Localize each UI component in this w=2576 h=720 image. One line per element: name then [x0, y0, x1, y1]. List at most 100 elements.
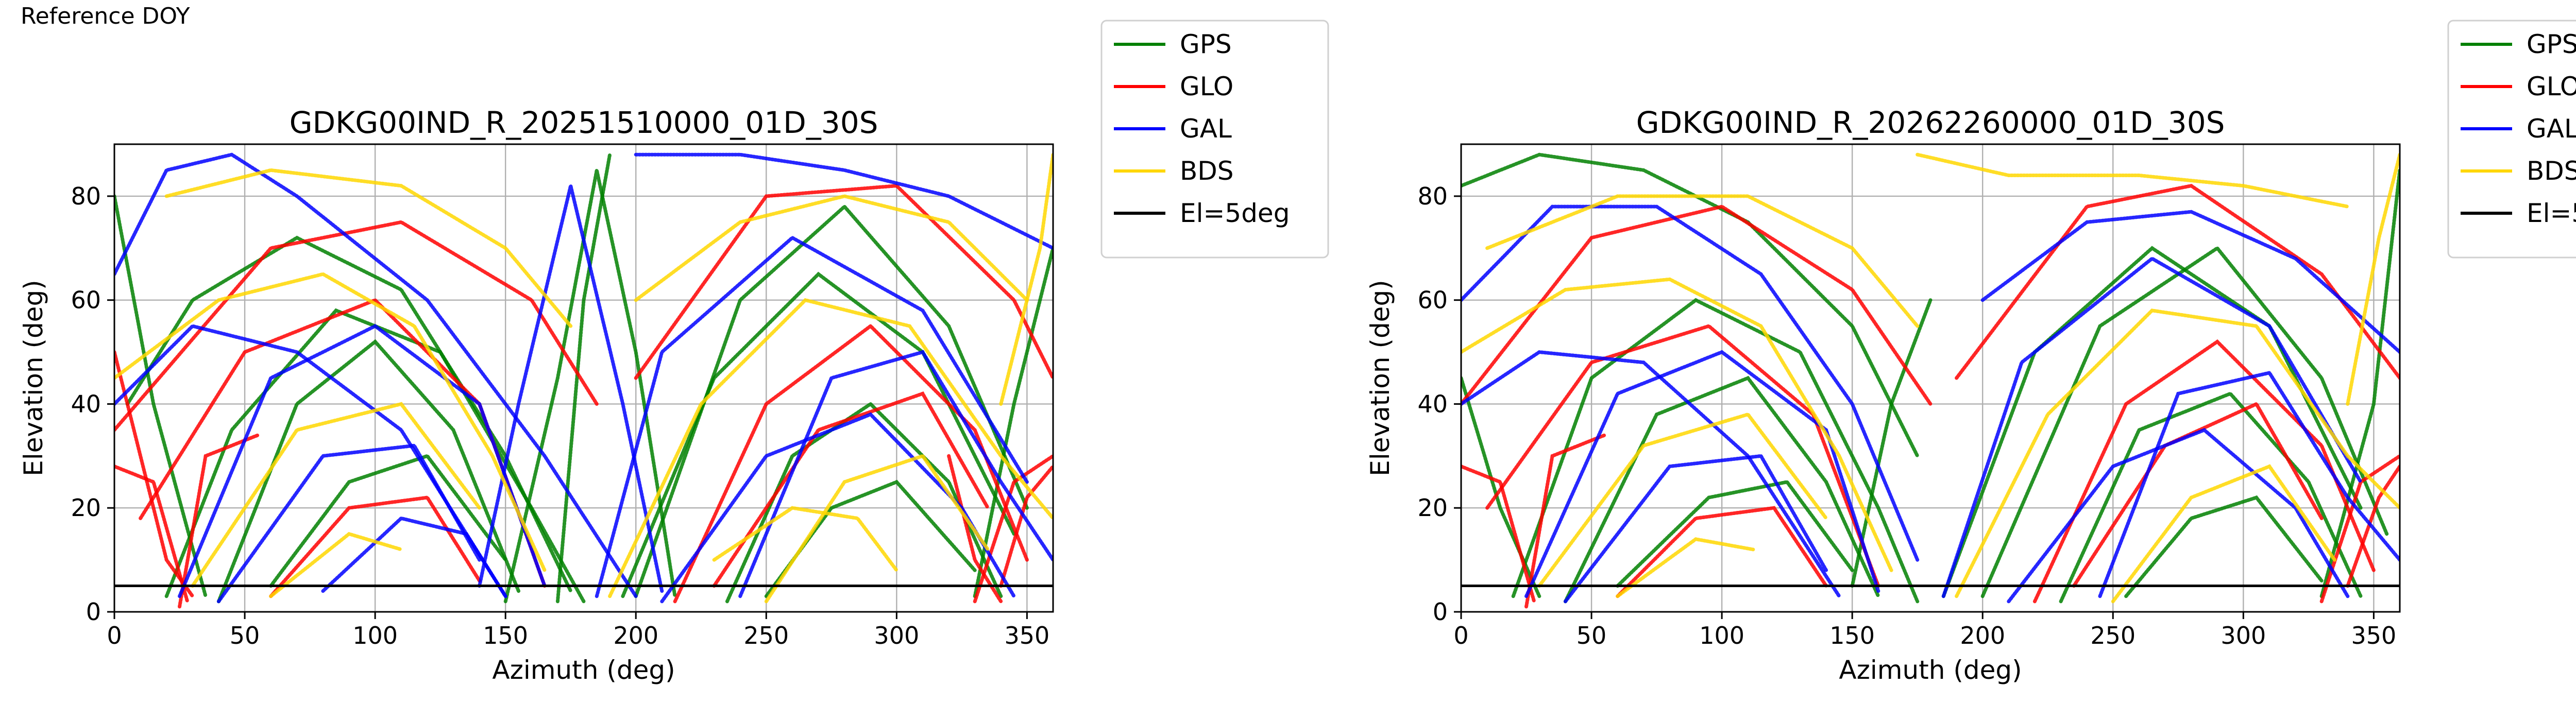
satellite-track [269, 454, 507, 588]
grid-lines [1460, 144, 2400, 613]
legend-label: GLO [1180, 72, 1233, 101]
satellite-track [1461, 204, 1933, 406]
series-gal [114, 152, 1053, 604]
satellite-track [973, 246, 1053, 598]
satellite-track [1916, 152, 2350, 209]
y-axis-label: Elevation (deg) [1365, 280, 1395, 476]
satellite-track [555, 152, 612, 604]
satellite-track [2059, 391, 2363, 604]
satellite-track [269, 495, 482, 598]
x-tick-label: 50 [230, 622, 260, 649]
satellite-track [1485, 194, 1920, 328]
legend-label: GPS [1180, 29, 1232, 59]
legend-label: El=5deg [1180, 198, 1290, 228]
x-tick-label: 150 [1829, 622, 1875, 649]
x-tick-label: 100 [352, 622, 398, 649]
legend-label: GPS [2527, 29, 2576, 59]
satellite-track [2346, 152, 2400, 406]
satellite-track [1461, 350, 1841, 598]
y-tick-label: 80 [71, 182, 101, 210]
legend-label: GLO [2527, 72, 2576, 101]
satellite-track [478, 185, 664, 593]
x-tick-label: 200 [1960, 622, 2005, 649]
series-gps [1461, 152, 2400, 604]
satellite-track [1524, 433, 1606, 609]
satellite-track [999, 465, 1053, 588]
satellite-track [178, 433, 260, 609]
y-tick-label: 40 [1417, 390, 1448, 418]
x-axis-label: Azimuth (deg) [1839, 655, 2022, 685]
legend-label: GAL [1180, 114, 1232, 144]
satellite-track [2111, 464, 2336, 604]
satellite-track [608, 298, 1053, 598]
series-gps [114, 152, 1053, 604]
series-bds [114, 152, 1053, 604]
satellite-track [712, 506, 899, 572]
satellite-track [673, 323, 1029, 604]
satellite-track [2072, 401, 2324, 588]
y-tick-label: 0 [1433, 598, 1448, 626]
satellite-track [216, 339, 520, 604]
x-tick-label: 250 [2090, 622, 2136, 649]
y-tick-label: 20 [71, 494, 101, 522]
x-tick-label: 350 [2351, 622, 2396, 649]
y-tick-label: 0 [86, 598, 101, 626]
satellite-track [1850, 298, 1933, 588]
satellite-track [1980, 210, 2400, 354]
satellite-track [738, 350, 1053, 598]
legend-label: BDS [2527, 156, 2576, 186]
x-tick-label: 0 [1453, 622, 1468, 649]
satellite-track [634, 194, 1029, 302]
series-glo [1461, 183, 2400, 609]
satellite-track [595, 235, 1029, 598]
satellite-track [2007, 427, 2350, 604]
satellite-track [269, 532, 403, 598]
satellite-track [2124, 495, 2324, 598]
satellite-track [1941, 256, 2363, 598]
satellite-track [621, 271, 1016, 598]
satellite-track [178, 324, 547, 598]
x-tick-label: 350 [1004, 622, 1049, 649]
series-bds [1461, 152, 2400, 604]
x-tick-label: 0 [107, 622, 122, 649]
satellite-track [712, 391, 990, 588]
chart-title: GDKG00IND_R_20262260000_01D_30S [1636, 105, 2225, 140]
plot-frame [1460, 143, 2401, 613]
y-tick-label: 80 [1417, 182, 1448, 210]
satellite-track [164, 308, 586, 604]
series-glo [114, 184, 1053, 609]
x-tick-label: 200 [613, 622, 658, 649]
satellite-track [1955, 308, 2400, 598]
satellite-track [764, 479, 977, 598]
satellite-track [1461, 376, 1541, 598]
satellite-track [191, 402, 482, 588]
legend-label: BDS [1180, 156, 1234, 186]
data-layer [114, 152, 1053, 609]
satellite-track [114, 272, 547, 572]
satellite-track [2098, 370, 2400, 598]
x-tick-label: 250 [743, 622, 789, 649]
satellite-track [1461, 465, 1536, 604]
chart-panel-right: 0 50 100 150 200 250 300 350 0 20 40 60 80 GDKG00IND_… [1365, 20, 2576, 685]
satellite-track [1616, 479, 1854, 588]
satellite-track [114, 194, 208, 598]
legend-box [2447, 20, 2576, 259]
x-tick-label: 150 [483, 622, 528, 649]
legend-box [1100, 20, 1329, 259]
satellite-track [2032, 339, 2376, 604]
satellite-track [1980, 246, 2389, 598]
x-axis-label: Azimuth (deg) [492, 655, 675, 685]
satellite-track [1461, 277, 1893, 572]
y-tick-label: 20 [1417, 494, 1448, 522]
satellite-track [114, 220, 599, 432]
plot-frame [113, 143, 1054, 613]
legend: GPS GLO GAL BDS El=5deg [2447, 20, 2576, 259]
satellite-track [634, 184, 1053, 380]
satellite-track [1616, 537, 1755, 598]
satellite-track [114, 152, 638, 598]
figure-corner-label: Reference DOY [21, 3, 190, 29]
satellite-track [1511, 298, 1920, 604]
satellite-track [973, 454, 1053, 604]
satellite-track [321, 516, 507, 598]
